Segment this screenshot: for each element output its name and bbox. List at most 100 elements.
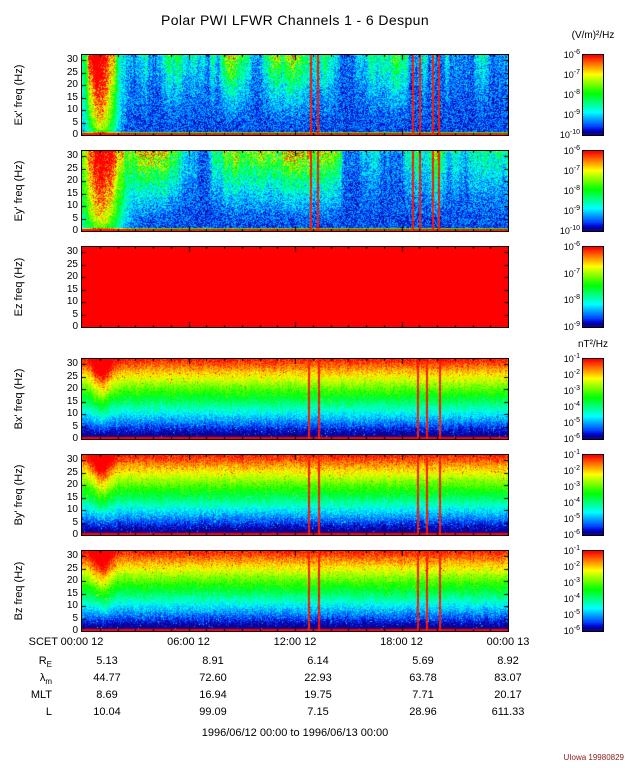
ytick-label-ey-30: 30 [66,150,78,161]
ytick-label-bz-25: 25 [66,562,78,574]
colorbar-tick-label-ez-1: 10-7 [563,267,580,279]
ephemeris-value-r2-c2: 19.75 [304,689,332,701]
ytick-label-ez-5: 5 [72,308,78,320]
colorbar-tick-label-by-2: 10-3 [563,481,580,492]
ytick-label-ez-0: 0 [72,321,78,332]
colorbar-tick-label-by-4: 10-5 [563,513,580,524]
ytick-label-ex-0: 0 [72,129,78,140]
colorbar-tick-label-bx-1: 10-2 [563,369,580,380]
ylabel-by: By' freq (Hz) [13,464,25,526]
ephemeris-value-r1-c3: 63.78 [409,672,437,684]
colorbar-tick-label-bz-5: 10-6 [563,625,580,636]
ephemeris-value-r3-c3: 28.96 [409,706,437,718]
colorbar-tick-label-by-3: 10-4 [563,497,580,508]
ytick-label-ez-15: 15 [66,283,78,295]
colorbar-tick-label-bx-0: 10-1 [563,353,580,364]
colorbar-tick-label-bx-5: 10-6 [563,433,580,444]
ytick-label-ey-10: 10 [66,200,78,211]
ephemeris-row-label-2: MLT [30,689,52,701]
x-tick-label-3: 18:00 12 [380,636,423,648]
colorbar-bz [582,550,604,632]
spectrogram-ey-canvas [81,150,509,232]
ephemeris-row-label-3: L [45,706,52,718]
colorbar-tick-label-bz-3: 10-4 [563,593,580,604]
ytick-label-ey-15: 15 [66,187,78,199]
colorbar-ez [582,246,604,328]
colorbar-tick-label-ez-0: 10-6 [563,241,580,252]
colorbar-tick-label-bx-2: 10-3 [563,385,580,396]
spectrogram-bz-canvas [81,550,509,632]
colorbar-tick-label-ey-3: 10-9 [563,205,580,216]
ytick-label-ez-20: 20 [66,271,78,282]
x-tick-label-1: 06:00 12 [167,636,210,648]
ephemeris-value-r3-c1: 99.09 [199,706,227,718]
ytick-label-ex-25: 25 [66,66,78,78]
colorbar-bx [582,358,604,440]
ytick-label-ex-20: 20 [66,79,78,90]
magnetic-units-label: nT²/Hz [578,339,608,350]
ytick-label-by-10: 10 [66,504,78,515]
spectrogram-bx-canvas [81,358,509,440]
colorbar-tick-label-bz-0: 10-1 [563,545,580,556]
ylabel-ez: Ez freq (Hz) [13,257,25,317]
ephemeris-value-r1-c1: 72.60 [199,672,227,684]
ytick-label-ez-10: 10 [66,296,78,307]
chart-title: Polar PWI LFWR Channels 1 - 6 Despun [160,12,430,28]
colorbar-tick-label-ey-0: 10-6 [563,145,580,156]
ytick-label-bz-30: 30 [66,550,78,561]
ytick-label-by-0: 0 [72,529,78,540]
colorbar-tick-label-ey-4: 10-10 [559,225,580,236]
ytick-label-by-20: 20 [66,479,78,490]
ephemeris-value-r3-c4: 611.33 [491,706,525,718]
ytick-label-bz-0: 0 [72,625,78,636]
ylabel-ex: Ex' freq (Hz) [13,64,25,126]
ytick-label-bx-5: 5 [72,420,78,432]
ytick-label-ey-0: 0 [72,225,78,236]
ytick-label-ex-5: 5 [72,116,78,128]
ytick-label-bx-25: 25 [66,370,78,382]
spectrogram-ez-canvas [81,246,509,328]
ytick-label-bx-0: 0 [72,433,78,444]
ytick-label-ey-5: 5 [72,212,78,224]
spectrogram-ex-canvas [81,54,509,136]
ephemeris-row-label-1: λm [39,672,52,687]
x-tick-label-2: 12:00 12 [273,636,317,648]
ylabel-bz: Bz freq (Hz) [13,561,25,621]
ytick-label-ex-10: 10 [66,104,78,115]
ephemeris-value-r1-c0: 44.77 [93,672,121,684]
ylabel-bx: Bx' freq (Hz) [13,368,25,430]
colorbar-tick-label-ez-2: 10-8 [563,294,580,306]
colorbar-tick-label-ex-1: 10-7 [563,69,580,80]
ytick-label-ey-20: 20 [66,175,78,186]
colorbar-tick-label-bz-1: 10-2 [563,561,580,572]
colorbar-ex [582,54,604,136]
colorbar-tick-label-bz-4: 10-5 [563,609,580,620]
x-axis-label: SCET [28,636,58,648]
colorbar-tick-label-ex-2: 10-8 [563,89,580,100]
spectrogram-by-canvas [81,454,509,536]
ephemeris-value-r3-c0: 10.04 [93,706,121,718]
ytick-label-ey-25: 25 [66,162,78,174]
ytick-label-bx-30: 30 [66,358,78,369]
ephemeris-value-r3-c2: 7.15 [307,706,329,718]
colorbar-by [582,454,604,536]
colorbar-tick-label-ez-3: 10-9 [563,321,580,332]
colorbar-tick-label-ex-4: 10-10 [559,129,580,140]
ephemeris-value-r2-c4: 20.17 [494,689,522,701]
colorbar-tick-label-by-0: 10-1 [563,449,580,460]
ylabel-ey: Ey' freq (Hz) [13,160,25,222]
ytick-label-bz-15: 15 [66,587,78,599]
ytick-label-bx-10: 10 [66,408,78,419]
ytick-label-ez-30: 30 [66,246,78,257]
x-tick-label-4: 00:00 13 [486,636,530,648]
ephemeris-value-r0-c0: 5.13 [96,655,118,667]
ytick-label-bz-10: 10 [66,600,78,611]
colorbar-tick-label-by-1: 10-2 [563,465,580,476]
ephemeris-value-r0-c2: 6.14 [307,655,329,667]
colorbar-tick-label-ey-1: 10-7 [563,165,580,176]
colorbar-tick-label-bx-4: 10-5 [563,417,580,428]
ytick-label-by-25: 25 [66,466,78,478]
ytick-label-bz-20: 20 [66,575,78,586]
electric-units-label: (V/m)²/Hz [571,30,615,41]
